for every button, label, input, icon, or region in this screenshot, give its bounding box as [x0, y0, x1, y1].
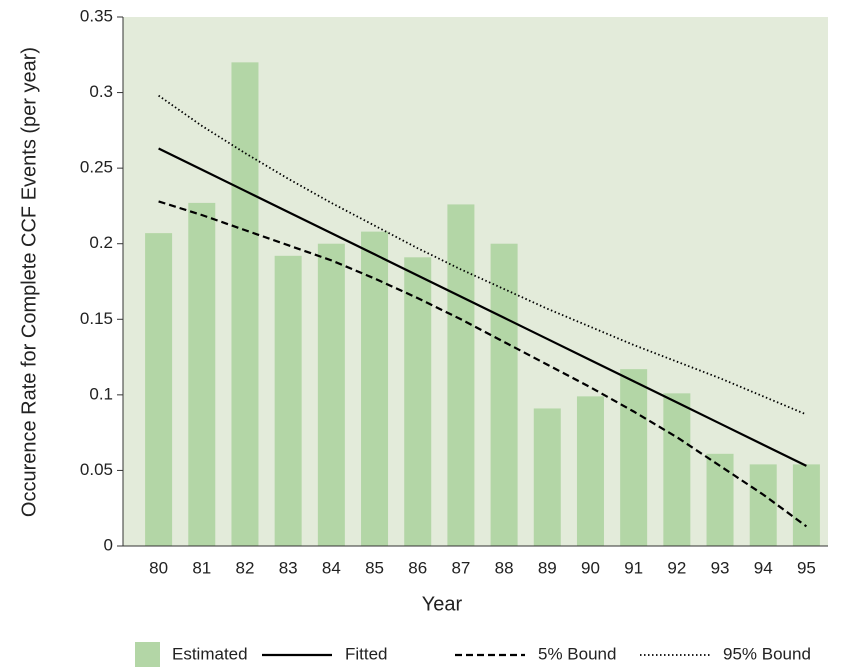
bar	[447, 204, 475, 546]
legend-label: 95% Bound	[723, 644, 811, 663]
legend-swatch	[135, 642, 160, 667]
y-tick-label: 0.1	[89, 384, 113, 403]
bar	[361, 231, 389, 546]
x-tick-label: 93	[711, 558, 730, 577]
bar	[188, 202, 216, 547]
y-tick-label: 0.35	[80, 6, 113, 25]
bar	[620, 369, 648, 546]
bar	[490, 243, 518, 546]
x-tick-label: 83	[279, 558, 298, 577]
y-tick-label: 0.3	[89, 82, 113, 101]
x-tick-label: 94	[754, 558, 773, 577]
legend-label: 5% Bound	[538, 644, 616, 663]
bar	[231, 62, 259, 546]
x-tick-label: 89	[538, 558, 557, 577]
x-tick-label: 86	[408, 558, 427, 577]
x-tick-label: 91	[624, 558, 643, 577]
line-series	[158, 200, 808, 528]
y-tick-label: 0	[104, 535, 113, 554]
bar	[317, 243, 345, 546]
bar	[274, 255, 302, 546]
y-tick-label: 0.2	[89, 233, 113, 252]
x-tick-label: 95	[797, 558, 816, 577]
line-series	[158, 147, 807, 467]
bar	[404, 257, 432, 546]
x-tick-label: 82	[236, 558, 255, 577]
bar	[533, 408, 561, 546]
x-tick-label: 90	[581, 558, 600, 577]
x-tick-label: 80	[149, 558, 168, 577]
x-axis-title: Year	[422, 593, 463, 615]
y-tick-label: 0.25	[80, 158, 113, 177]
bar	[663, 393, 691, 546]
x-tick-label: 92	[667, 558, 686, 577]
x-tick-label: 81	[192, 558, 211, 577]
legend-label: Fitted	[345, 644, 388, 663]
x-tick-label: 84	[322, 558, 341, 577]
y-tick-label: 0.05	[80, 460, 113, 479]
x-tick-label: 87	[451, 558, 470, 577]
bar	[706, 453, 734, 546]
y-tick-label: 0.15	[80, 309, 113, 328]
line-series	[158, 94, 807, 416]
bar	[749, 464, 777, 546]
y-axis-title: Occurence Rate for Complete CCF Events (…	[18, 47, 40, 517]
bar	[145, 233, 173, 547]
x-tick-label: 88	[495, 558, 514, 577]
x-tick-label: 85	[365, 558, 384, 577]
bar	[576, 396, 604, 546]
bar	[792, 464, 820, 546]
legend-label: Estimated	[172, 644, 248, 663]
